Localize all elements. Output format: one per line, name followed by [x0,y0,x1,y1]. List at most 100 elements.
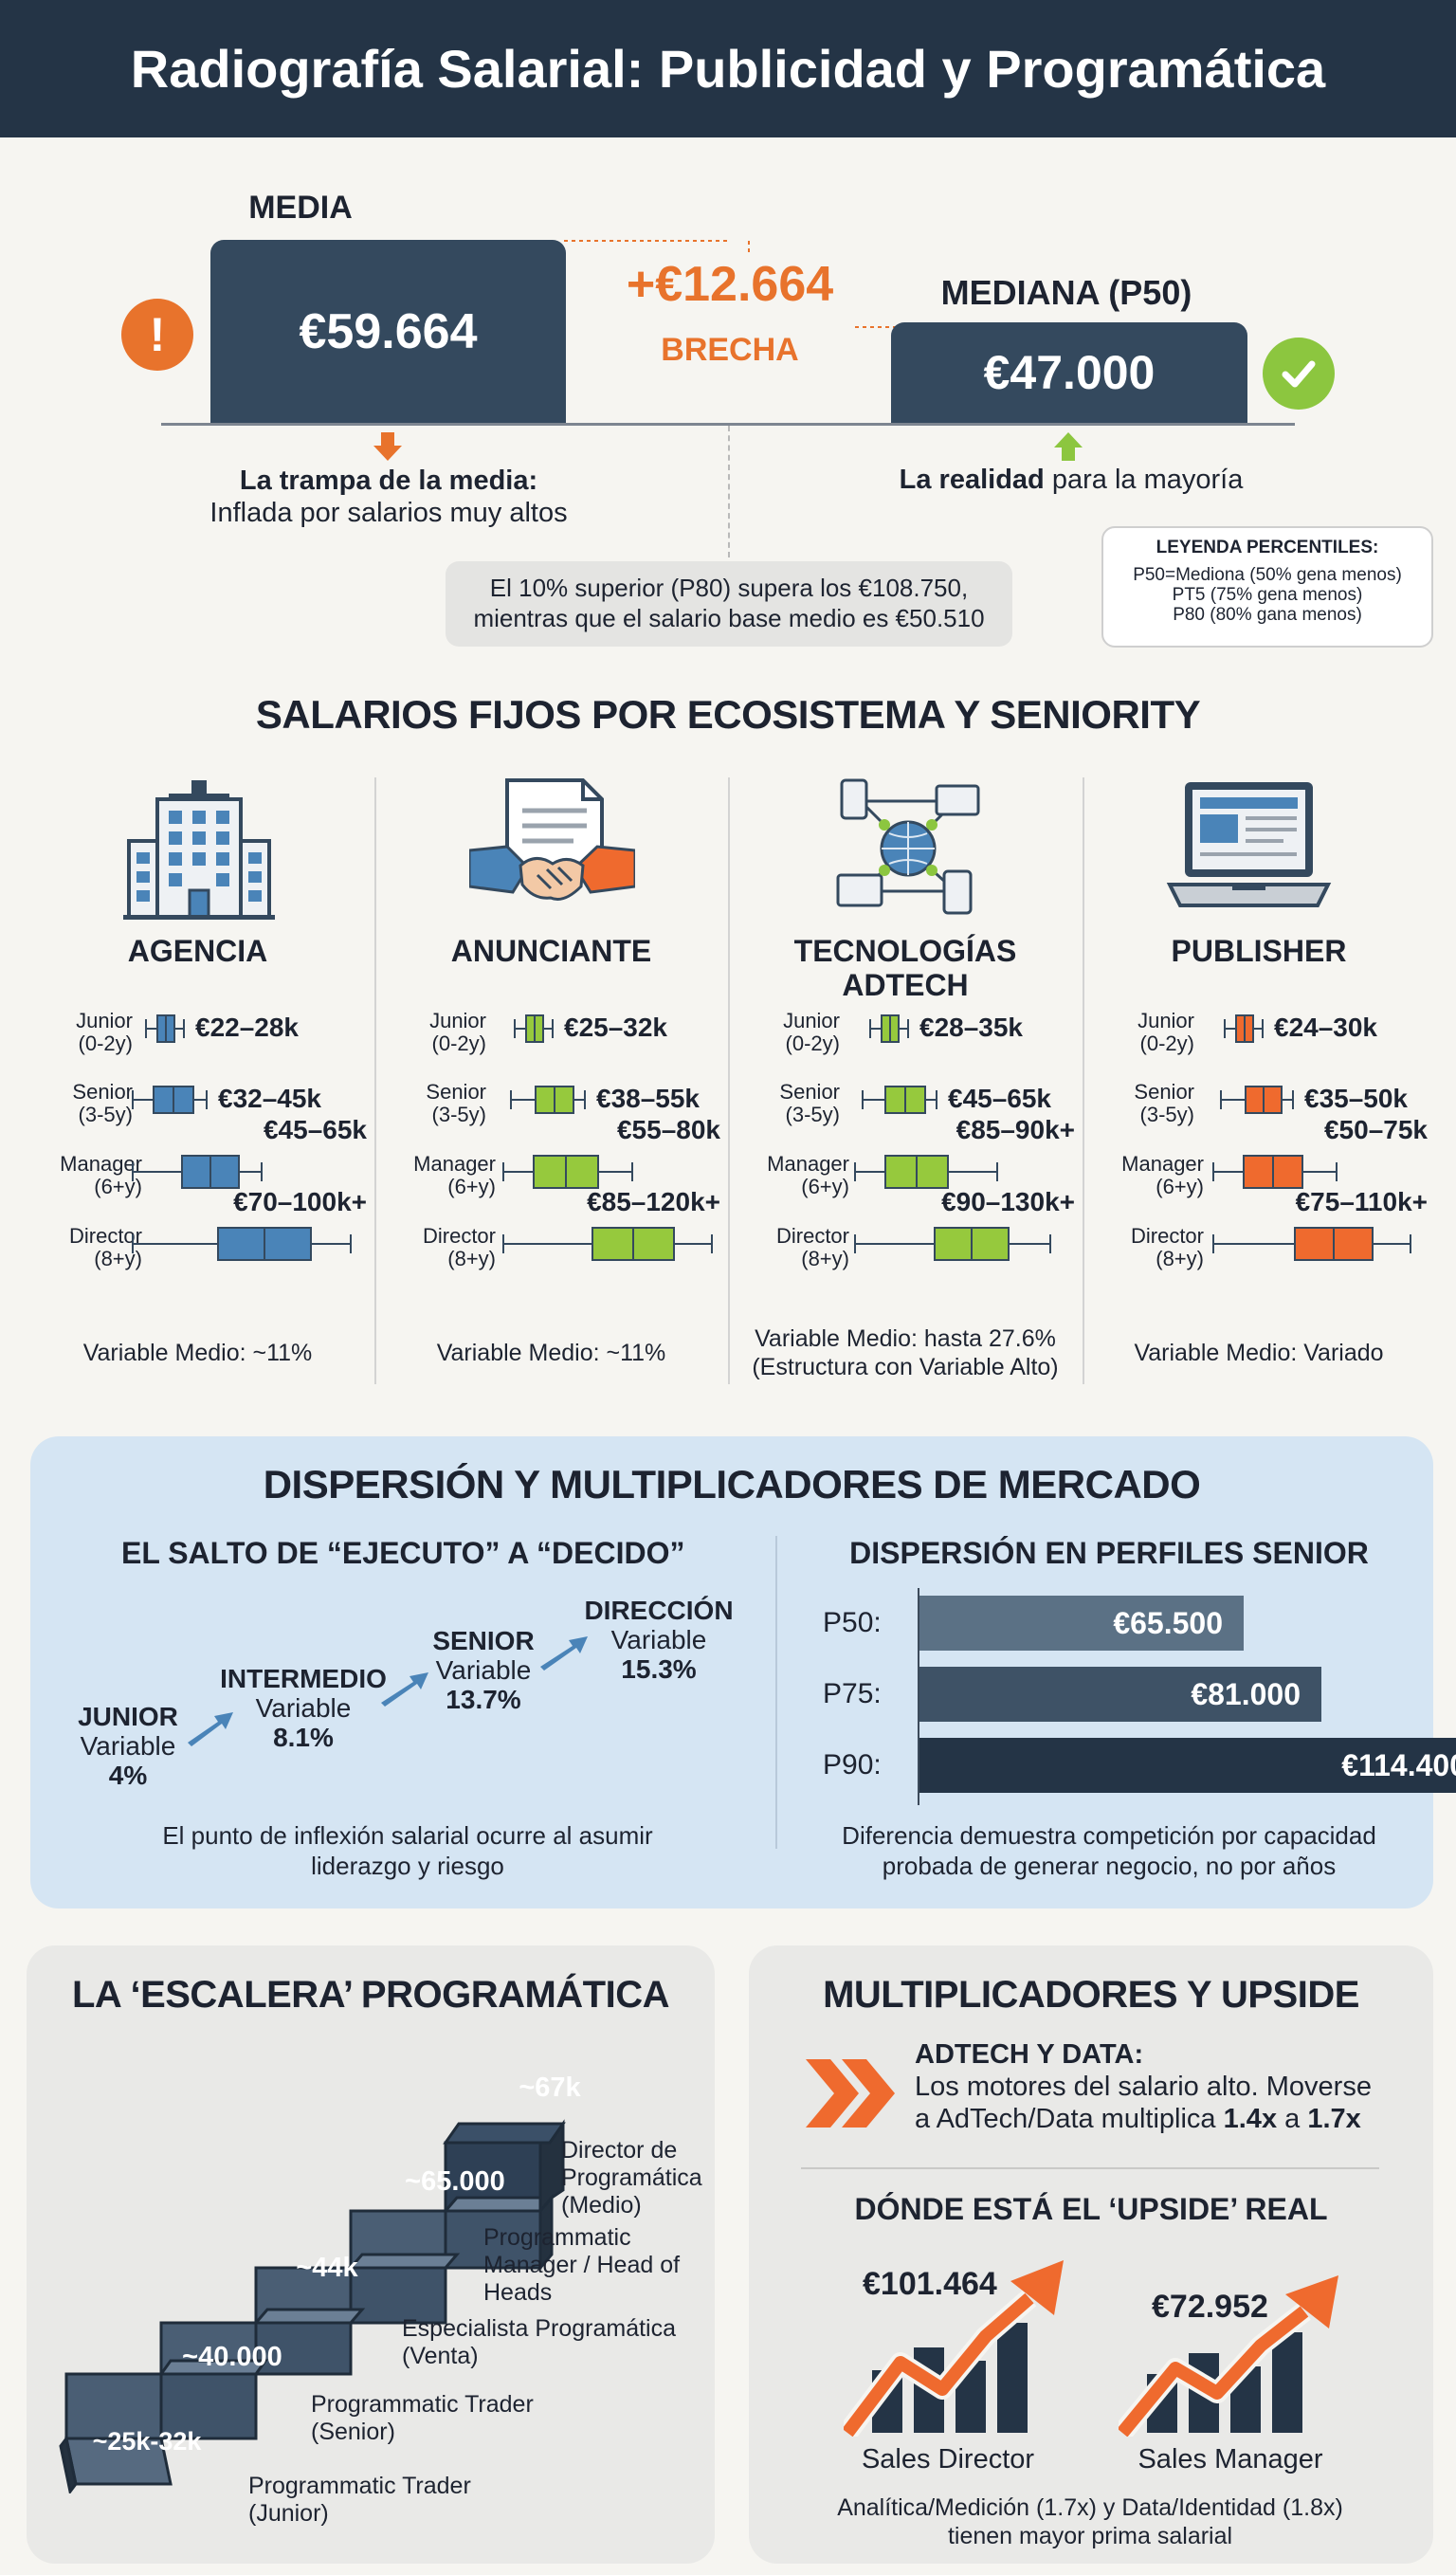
panel-divider [775,1536,777,1849]
role-line: (Venta) [402,2343,479,2369]
level-name: Director [422,1224,496,1248]
center-divider [728,426,730,596]
ladder-step-value: ~44k [296,2253,358,2283]
variable-line: (Estructura con Variable Alto) [752,1354,1059,1380]
salary-range: €45–65k [263,1115,367,1144]
warning-icon: ! [121,299,193,371]
arrow-down-icon [373,432,402,461]
level-label: Junior (0-2y) [1090,1010,1194,1055]
level-name: Junior [76,1009,133,1032]
role-line: (Junior) [248,2500,329,2527]
ecosystem-name: ANUNCIANTE [374,934,728,968]
multipliers-title: MULTIPLICADORES Y UPSIDE [823,1974,1359,2016]
upside-title: DÓNDE ESTÁ EL ‘UPSIDE’ REAL [854,2192,1328,2226]
level-years: (6+y) [94,1175,142,1198]
ladder-step-value: ~67k [519,2073,581,2103]
variable-note: Variable Medio: ~11% [374,1339,728,1367]
bar-value-label: €65.500 [1113,1605,1223,1640]
bar: €114.400 [918,1738,1456,1793]
salary-boxplot [502,1155,633,1189]
level-years: (0-2y) [431,1032,486,1055]
ladder-role-junior: Programmatic Trader (Junior) [248,2473,533,2528]
step-name: INTERMEDIO [220,1664,387,1693]
level-name: Manager [767,1152,849,1176]
level-years: (8+y) [801,1247,849,1270]
media-value: €59.664 [299,303,478,359]
ecosystem-name-line: TECNOLOGÍAS [793,934,1017,968]
upside-role: Sales Director [861,2444,1035,2475]
variable-line: Variable Medio: ~11% [436,1340,666,1366]
step-junior: JUNIOR Variable 4% [66,1702,190,1790]
network-icon [836,778,980,915]
median-label: MEDIANA (P50) [940,273,1192,312]
level-label: Junior (0-2y) [382,1010,486,1055]
legend-title: LEYENDA PERCENTILES: [1156,538,1379,557]
level-name: Junior [429,1009,486,1032]
upside-value: €72.952 [1152,2289,1268,2325]
bar: €65.500 [918,1596,1244,1651]
step-label: Variable [610,1625,707,1654]
salary-range: €32–45k [218,1084,322,1113]
level-label: Manager (6+y) [736,1153,849,1198]
multipliers-panel [749,1945,1433,2564]
handshake-icon [469,778,635,901]
adtech-mult-low: 1.4x [1223,2104,1278,2134]
trap-title: La trampa de la media: [239,466,538,496]
salary-boxplot [869,1014,909,1043]
variable-note: Variable Medio: hasta 27.6% (Estructura c… [728,1324,1083,1381]
level-years: (6+y) [447,1175,496,1198]
upside-note-line: tienen mayor prima salarial [947,2523,1233,2549]
ladder-role-director: Director de Programática (Medio) [561,2137,713,2219]
ecosystems-title: SALARIOS FIJOS POR ECOSISTEMA Y SENIORIT… [255,692,1201,737]
step-arrows [188,1636,588,1746]
ecosystem-name: AGENCIA [21,934,374,968]
growth-chart-icon [1119,2275,1338,2437]
variable-line: Variable Medio: Variado [1134,1340,1384,1366]
column-divider [374,777,376,1384]
dispersion-note-line: Diferencia demuestra competición por cap… [842,1821,1376,1850]
step-value: 8.1% [273,1723,334,1752]
salary-boxplot [1212,1155,1338,1189]
laptop-icon [1166,782,1332,907]
level-years: (0-2y) [785,1032,840,1055]
salary-boxplot [1212,1227,1411,1261]
note-box: El 10% superior (P80) supera los €108.75… [446,561,1012,647]
staircase [59,2119,566,2493]
level-label: Manager (6+y) [28,1153,142,1198]
legend-item: P50=Mediona (50% gena menos) [1133,565,1402,585]
step-value: 13.7% [446,1685,521,1714]
level-label: Junior (0-2y) [736,1010,840,1055]
ladder-step-value: ~65.000 [405,2166,505,2197]
level-name: Manager [60,1152,142,1176]
level-label: Senior (3-5y) [28,1081,133,1126]
legend-item: PT5 (75% gena menos) [1172,585,1363,605]
role-line: Programmatic Trader [248,2473,471,2499]
media-box: €59.664 [210,240,566,423]
column-divider [1083,777,1084,1384]
level-years: (6+y) [1156,1175,1204,1198]
upside-role: Sales Manager [1138,2444,1323,2475]
role-line: Programmatic [483,2224,631,2251]
ecosystem-name: TECNOLOGÍAS ADTECH [728,934,1083,1002]
salary-range: €50–75k [1323,1115,1428,1144]
variable-line: Variable Medio: hasta 27.6% [755,1325,1056,1352]
checkmark-icon [1263,338,1335,410]
salary-range: €55–80k [616,1115,720,1144]
salary-range: €25–32k [564,1013,668,1042]
step-name: DIRECCIÓN [584,1596,734,1625]
salary-boxplot [132,1227,352,1261]
role-line: Director de [561,2137,678,2164]
level-label: Senior (3-5y) [736,1081,840,1126]
role-line: (Medio) [561,2192,642,2219]
panel-separator [801,2167,1379,2169]
level-label: Director (8+y) [382,1225,496,1270]
level-label: Director (8+y) [736,1225,849,1270]
office-building-icon [123,780,275,920]
upside-value: €101.464 [863,2266,997,2302]
bar-category-label: P90: [823,1749,882,1781]
adtech-line: a AdTech/Data multiplica 1.4x a 1.7x [915,2103,1417,2135]
leap-note: El punto de inflexión salarial ocurre al… [57,1820,758,1881]
salary-boxplot [514,1014,554,1043]
level-years: (6+y) [801,1175,849,1198]
reality-text: La realidad para la mayoría [853,465,1289,496]
